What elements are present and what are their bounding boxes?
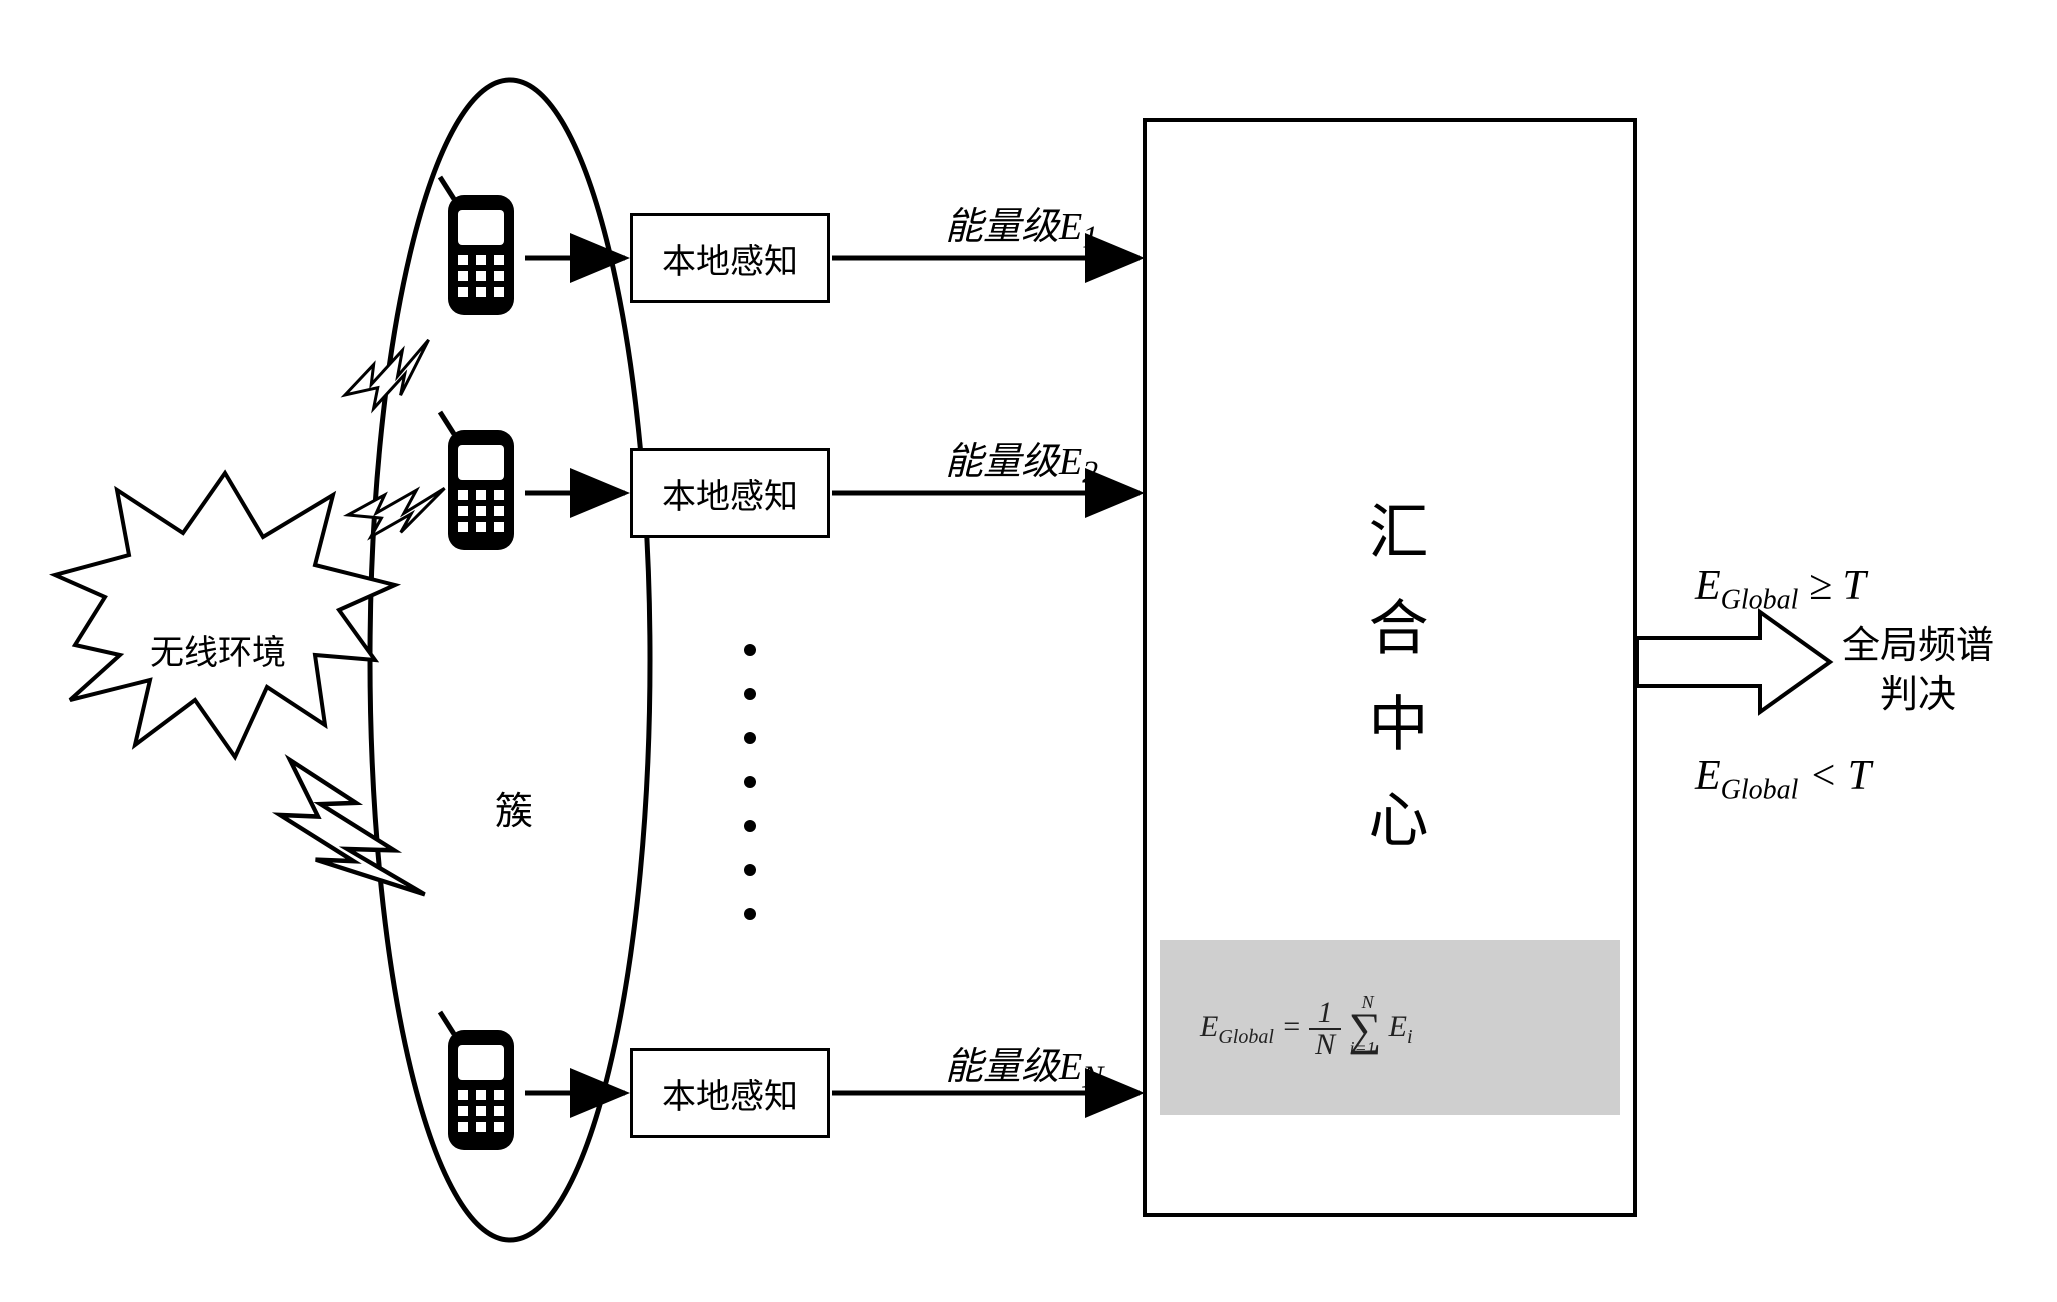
- local-sensing-label-2: 本地感知: [662, 469, 798, 518]
- condition-top: EGlobal ≥ T: [1695, 562, 1866, 616]
- local-sensing-label-1: 本地感知: [662, 234, 798, 283]
- output-block-arrow: [1637, 612, 1830, 712]
- wireless-env-label: 无线环境: [150, 625, 286, 674]
- final-output-label: 全局频谱 判决: [1842, 622, 1994, 721]
- cluster-label: 簇: [495, 780, 533, 835]
- bolt-3: [255, 746, 433, 933]
- condition-bot: EGlobal < T: [1695, 752, 1871, 806]
- energy-label-2: 能量级E2: [945, 430, 1098, 491]
- phone-icon-1: [440, 177, 514, 315]
- formula-text: EGlobal = 1 N ∑i=1N Ei: [1200, 992, 1413, 1060]
- phone-icon-2: [440, 412, 514, 550]
- fusion-center-label: 汇合中心: [1350, 500, 1437, 884]
- local-sensing-label-3: 本地感知: [662, 1069, 798, 1118]
- local-sensing-box-2: 本地感知: [630, 448, 830, 538]
- local-sensing-box-3: 本地感知: [630, 1048, 830, 1138]
- energy-label-N: 能量级EN: [945, 1035, 1103, 1096]
- phone-icon-3: [440, 1012, 514, 1150]
- bolt-2: [346, 482, 452, 542]
- local-sensing-box-1: 本地感知: [630, 213, 830, 303]
- energy-label-1: 能量级E1: [945, 195, 1098, 256]
- diagram-canvas: 无线环境 簇 本地感知 本地感知 本地感知 能量级E1 能量级E2 能量级EN …: [0, 0, 2057, 1302]
- ellipsis-dots: [744, 644, 756, 920]
